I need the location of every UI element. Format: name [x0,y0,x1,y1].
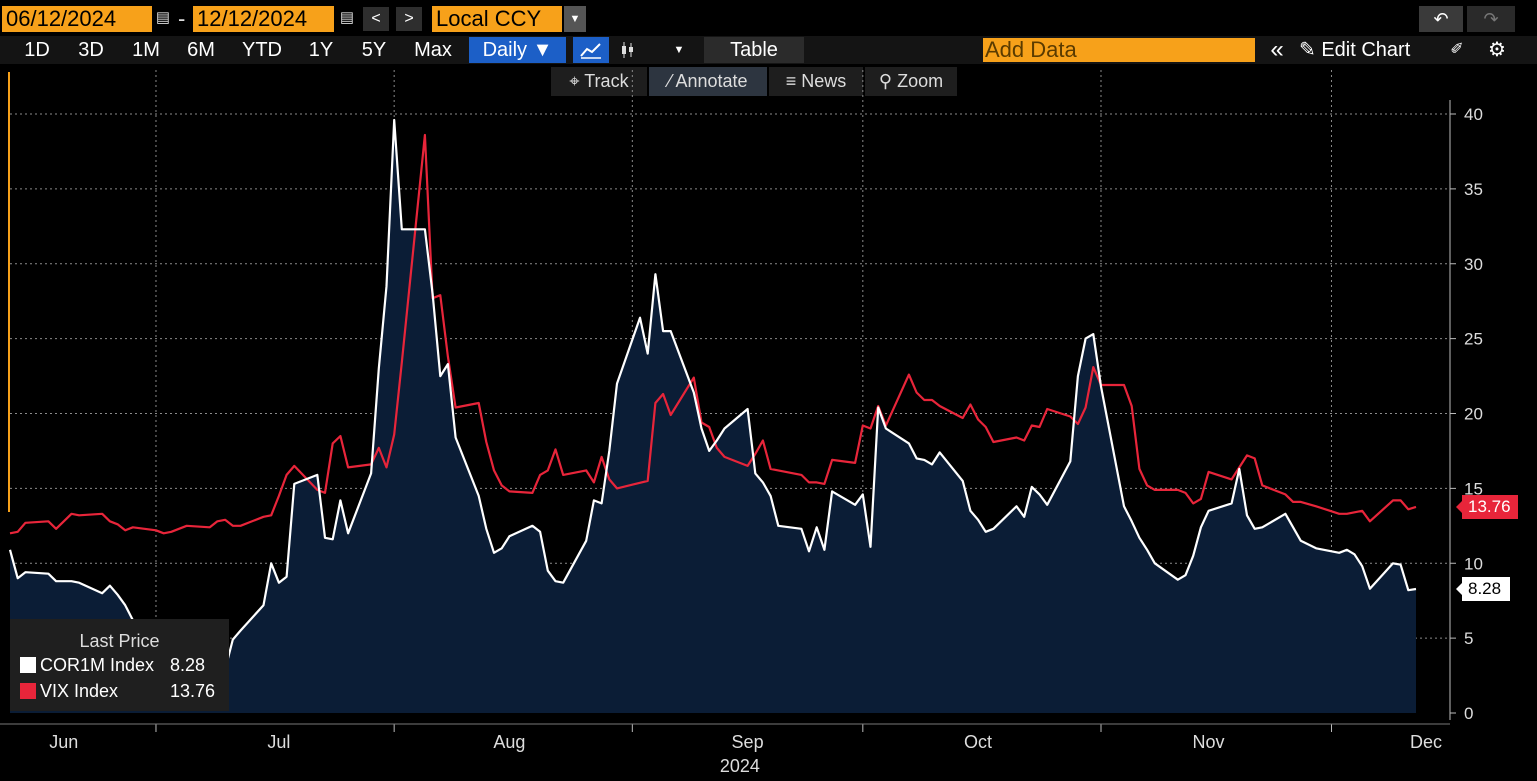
y-axis: 0 5 10 15 20 25 30 35 40 [1449,100,1483,723]
y-tick-label: 40 [1464,105,1483,124]
legend-series-name: VIX Index [40,681,119,701]
x-tick-label: Oct [964,732,992,752]
range-5y-button[interactable]: 5Y [361,39,387,61]
x-tick-label: Sep [732,732,764,752]
news-icon: ≡ [785,71,797,91]
edit-chart-label: Edit Chart [1321,39,1411,61]
end-date-field[interactable]: 12/12/2024 [193,6,334,32]
x-tick-label: Jun [49,732,78,752]
y-tick-label: 15 [1464,479,1483,498]
annotate-icon: ⁄ [668,71,672,91]
gear-icon[interactable]: ⚙ [1488,39,1506,61]
vix-last-value-tag: 13.76 [1462,494,1518,519]
zoom-label: Zoom [897,71,944,91]
legend-item-cor1m: COR1M Index [20,655,154,676]
y-tick-label: 25 [1464,330,1483,349]
annotate-button[interactable]: ⁄ Annotate [649,67,767,96]
x-tick-label: Nov [1193,732,1225,752]
cor1m-index-line [8,118,1417,671]
x-axis: Jun Jul Aug Sep Oct Nov Dec 2024 [0,723,1450,776]
line-chart-icon[interactable] [573,37,609,63]
news-label: News [801,71,847,91]
y-tick-label: 20 [1464,405,1483,424]
price-chart[interactable]: 0 5 10 15 20 25 30 35 40 Jun Jul Aug Sep Oct Nov Dec 20… [0,64,1537,781]
vix-index-line [9,133,1417,535]
chevron-down-icon[interactable]: ▼ [673,44,685,56]
cor1m-last-value-tag: 8.28 [1462,577,1510,601]
edit-chart-button[interactable]: ✎ Edit Chart [1299,37,1431,63]
legend-swatch [20,657,36,673]
range-1d-button[interactable]: 1D [24,39,50,61]
pencil-icon: ✎ [1299,39,1316,61]
chart-legend[interactable]: Last Price COR1M Index 8.28 VIX Index 13… [10,619,229,711]
next-period-button[interactable]: > [396,7,422,31]
zoom-icon: ⚲ [878,71,893,91]
range-ytd-button[interactable]: YTD [242,39,282,61]
frequency-dropdown[interactable]: Daily ▼ [469,37,566,63]
redo-button[interactable]: ↷ [1467,6,1515,32]
range-3d-button[interactable]: 3D [78,39,104,61]
legend-swatch [20,683,36,699]
add-data-input[interactable] [983,38,1255,62]
vix-tag-pointer [1456,499,1463,514]
y-tick-label: 0 [1464,704,1473,723]
range-6m-button[interactable]: 6M [187,39,215,61]
track-label: Track [584,71,629,91]
annotate-label: Annotate [675,71,748,91]
collapse-icon[interactable]: « [1270,36,1284,63]
chevron-down-icon[interactable]: ▼ [564,6,586,32]
date-separator: - [178,6,186,31]
currency-field[interactable]: Local CCY [432,6,562,32]
y-tick-label: 5 [1464,629,1473,648]
undo-button[interactable]: ↶ [1419,6,1463,32]
zoom-button[interactable]: ⚲ Zoom [865,67,957,96]
legend-series-value: 13.76 [170,681,216,701]
start-date-field[interactable]: 06/12/2024 [2,6,152,32]
track-button[interactable]: ⌖ Track [551,67,647,96]
calendar-icon[interactable]: ▤ [155,9,171,26]
news-button[interactable]: ≡ News [769,67,863,96]
range-max-button[interactable]: Max [414,39,452,61]
legend-series-value: 8.28 [170,655,206,675]
legend-item-vix: VIX Index [20,681,118,702]
cor1m-tag-pointer [1456,582,1463,597]
edit-pencil-icon[interactable]: ✐ [1450,41,1464,58]
range-1m-button[interactable]: 1M [132,39,160,61]
y-tick-label: 30 [1464,255,1483,274]
x-year-label: 2024 [720,756,760,776]
x-tick-label: Aug [493,732,525,752]
track-icon: ⌖ [569,71,580,91]
cor1m-area-fill [10,120,1416,713]
y-tick-label: 35 [1464,180,1483,199]
legend-title: Last Price [79,631,160,651]
x-tick-label: Dec [1410,732,1442,752]
x-tick-label: Jul [267,732,290,752]
candlestick-icon[interactable] [612,37,644,63]
calendar-icon[interactable]: ▤ [339,9,355,26]
previous-period-button[interactable]: < [363,7,389,31]
legend-series-name: COR1M Index [40,655,155,675]
table-button[interactable]: Table [704,37,804,63]
y-tick-label: 10 [1464,554,1483,573]
range-1y-button[interactable]: 1Y [308,39,334,61]
